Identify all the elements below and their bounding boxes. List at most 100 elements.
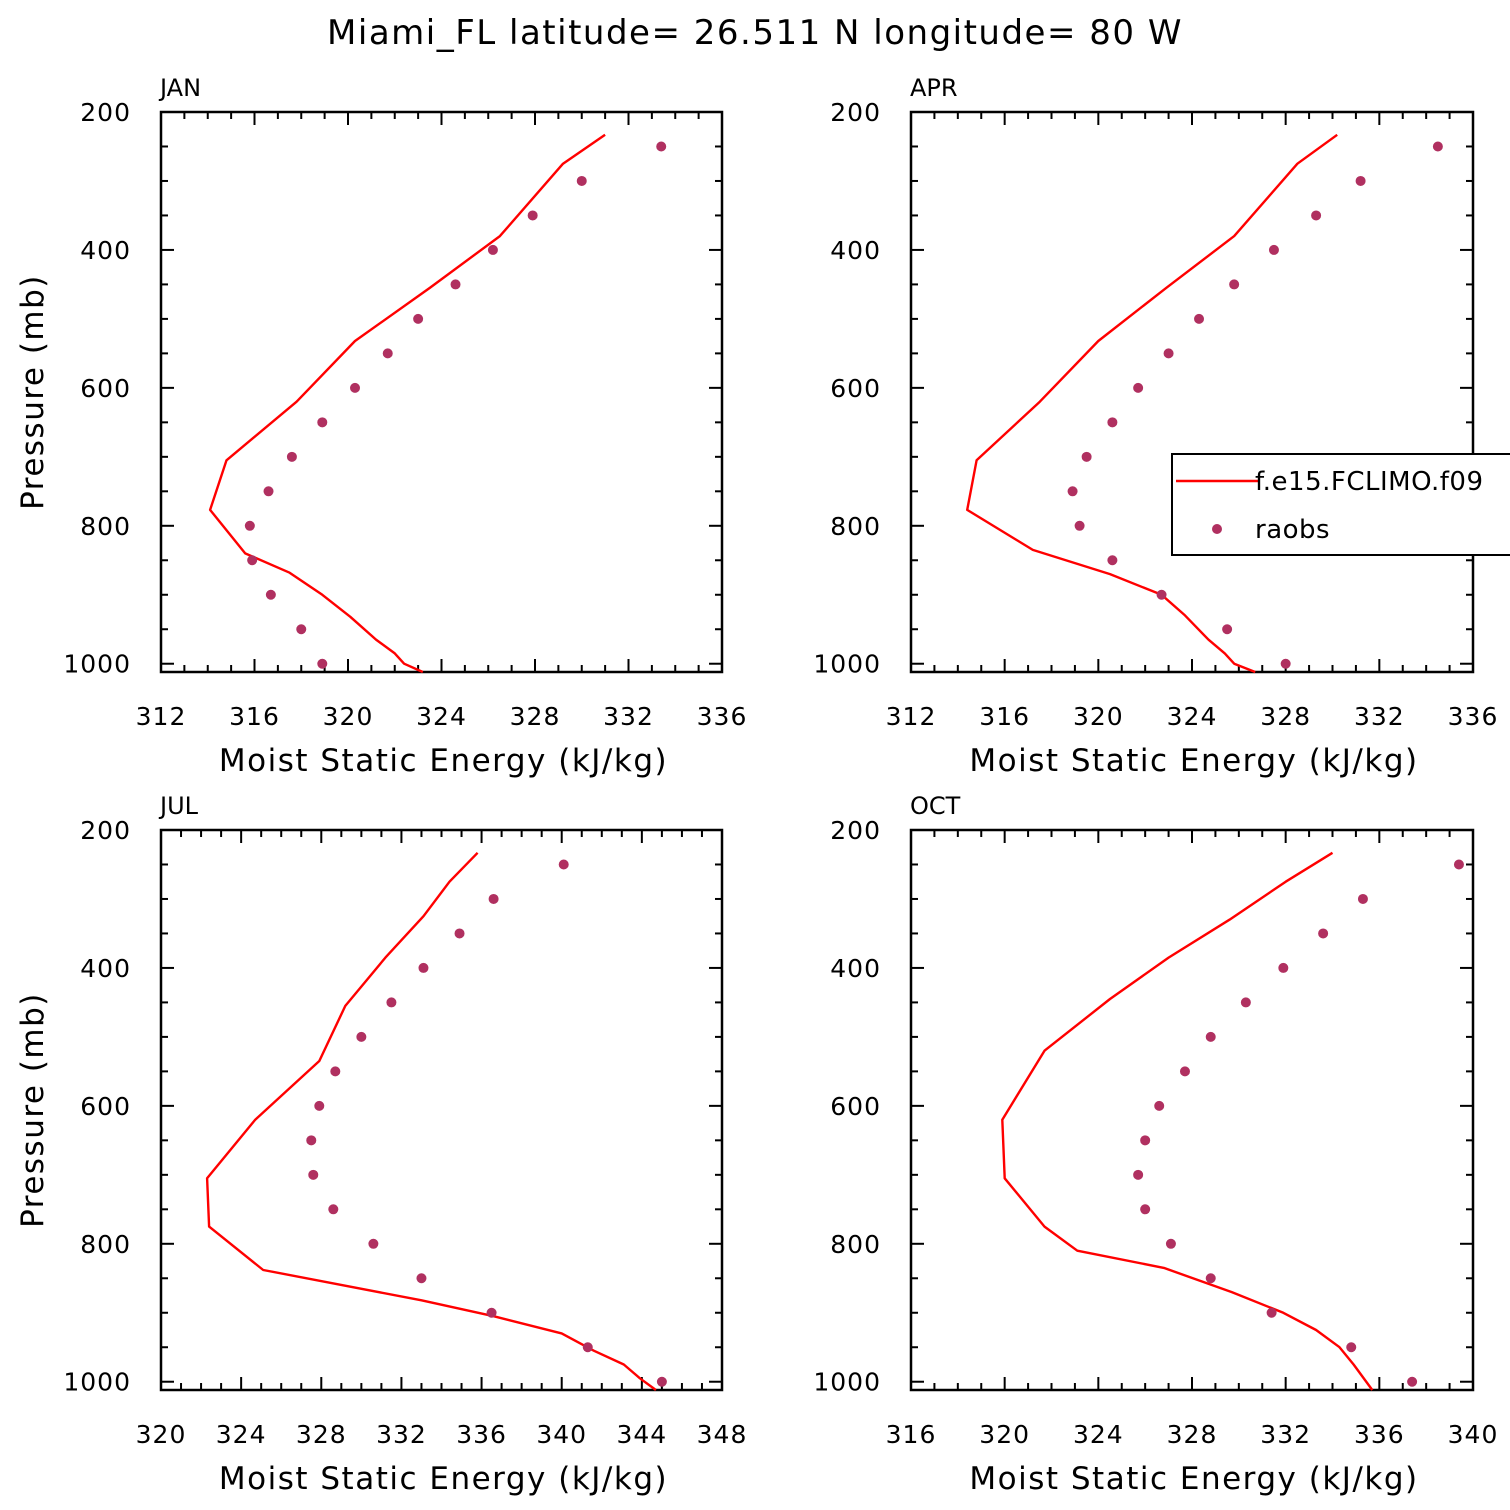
y-tick-label: 200 (80, 98, 131, 127)
legend-label: raobs (1255, 515, 1330, 545)
y-tick-label: 1000 (813, 1368, 881, 1397)
y-tick-label: 1000 (813, 650, 881, 679)
x-tick-label: 320 (323, 702, 374, 731)
data-point-raobs (416, 1273, 427, 1284)
data-point-raobs (1133, 382, 1144, 393)
data-point-raobs (582, 1342, 593, 1353)
legend-box (1171, 453, 1510, 556)
series-line-model (208, 133, 606, 674)
chart-panel-jul: JUL 320 324 328 332 336 340 344 348 200 400 600 800 1… (15, 792, 748, 1497)
data-point-raobs (1081, 451, 1092, 462)
y-tick-label: 1000 (63, 650, 131, 679)
x-tick-label: 348 (697, 1420, 748, 1449)
y-tick-label: 600 (80, 1092, 131, 1121)
data-point-raobs (486, 1307, 497, 1318)
data-point-raobs (308, 1169, 319, 1180)
y-axis-label: Pressure (mb) (15, 274, 51, 510)
x-tick-label: 328 (1260, 702, 1311, 731)
data-point-raobs (1355, 175, 1366, 186)
x-tick-label: 324 (416, 702, 467, 731)
data-point-raobs (330, 1066, 341, 1077)
y-tick-label: 800 (830, 512, 881, 541)
x-tick-label: 340 (536, 1420, 587, 1449)
data-point-raobs (1163, 348, 1174, 359)
x-tick-label: 328 (510, 702, 561, 731)
data-point-raobs (1266, 1307, 1277, 1318)
data-point-raobs (450, 279, 461, 290)
y-tick-label: 400 (830, 954, 881, 983)
plot-frame (159, 828, 724, 1392)
data-point-raobs (247, 555, 258, 566)
legend: f.e15.FCLIMO.f09 raobs (1171, 453, 1510, 556)
data-point-raobs (1133, 1169, 1144, 1180)
plot-frame (159, 110, 724, 674)
data-point-raobs (1318, 928, 1329, 939)
x-tick-label: 324 (1167, 702, 1218, 731)
data-point-raobs (1107, 417, 1118, 428)
series-line-model (205, 851, 657, 1391)
figure-title: Miami_FL latitude= 26.511 N longitude= 8… (327, 13, 1183, 53)
data-point-raobs (454, 928, 465, 939)
y-tick-label: 200 (830, 98, 881, 127)
x-tick-label: 328 (296, 1420, 347, 1449)
x-tick-label: 312 (136, 702, 187, 731)
data-point-raobs (576, 175, 587, 186)
data-point-raobs (1240, 997, 1251, 1008)
data-point-raobs (1278, 962, 1289, 973)
data-point-raobs (314, 1100, 325, 1111)
y-tick-label: 400 (80, 236, 131, 265)
y-tick-label: 200 (80, 816, 131, 845)
data-point-raobs (656, 141, 667, 152)
data-point-raobs (1154, 1100, 1165, 1111)
data-point-raobs (1311, 210, 1322, 221)
y-tick-label: 200 (830, 816, 881, 845)
series-line-model (966, 133, 1338, 674)
data-point-raobs (1205, 1031, 1216, 1042)
x-tick-label: 332 (603, 702, 654, 731)
x-axis-label: Moist Static Energy (kJ/kg) (969, 1461, 1418, 1497)
x-tick-label: 316 (229, 702, 280, 731)
x-tick-label: 332 (376, 1420, 427, 1449)
data-point-raobs (306, 1135, 317, 1146)
x-tick-label: 324 (216, 1420, 267, 1449)
data-point-raobs (1229, 279, 1240, 290)
y-axis-label: Pressure (mb) (15, 992, 51, 1228)
data-point-raobs (1357, 893, 1368, 904)
x-tick-label: 312 (886, 702, 937, 731)
x-tick-label: 320 (1073, 702, 1124, 731)
data-point-raobs (1280, 658, 1291, 669)
data-point-raobs (527, 210, 538, 221)
data-point-raobs (488, 893, 499, 904)
y-tick-label: 800 (830, 1230, 881, 1259)
chart-panel-jan: JAN 312 316 320 324 328 332 336 200 400 600 800 1000… (15, 74, 748, 779)
data-point-raobs (1205, 1273, 1216, 1284)
data-point-raobs (1067, 486, 1078, 497)
y-tick-label: 600 (830, 374, 881, 403)
x-tick-label: 340 (1448, 1420, 1499, 1449)
x-tick-label: 336 (697, 702, 748, 731)
x-tick-label: 332 (1354, 702, 1405, 731)
data-point-raobs (368, 1238, 379, 1249)
data-point-raobs (1107, 555, 1118, 566)
panel-title: JUL (158, 792, 199, 820)
x-tick-label: 328 (1167, 1420, 1218, 1449)
legend-marker-swatch (1212, 524, 1222, 534)
x-tick-label: 320 (136, 1420, 187, 1449)
data-point-raobs (317, 658, 328, 669)
data-point-raobs (413, 313, 424, 324)
data-point-raobs (1346, 1342, 1357, 1353)
data-point-raobs (1407, 1376, 1418, 1387)
x-axis-label: Moist Static Energy (kJ/kg) (969, 743, 1418, 779)
y-tick-label: 800 (80, 512, 131, 541)
data-point-raobs (382, 348, 393, 359)
data-point-raobs (656, 1376, 667, 1387)
legend-label: f.e15.FCLIMO.f09 (1255, 467, 1483, 497)
data-point-raobs (1165, 1238, 1176, 1249)
data-point-raobs (1194, 313, 1205, 324)
chart-panel-oct: OCT 316 320 324 328 332 336 340 200 400 600 800 1000… (813, 792, 1499, 1497)
x-tick-label: 316 (886, 1420, 937, 1449)
data-point-raobs (296, 624, 307, 635)
data-point-raobs (1156, 589, 1167, 600)
x-tick-label: 320 (979, 1420, 1030, 1449)
